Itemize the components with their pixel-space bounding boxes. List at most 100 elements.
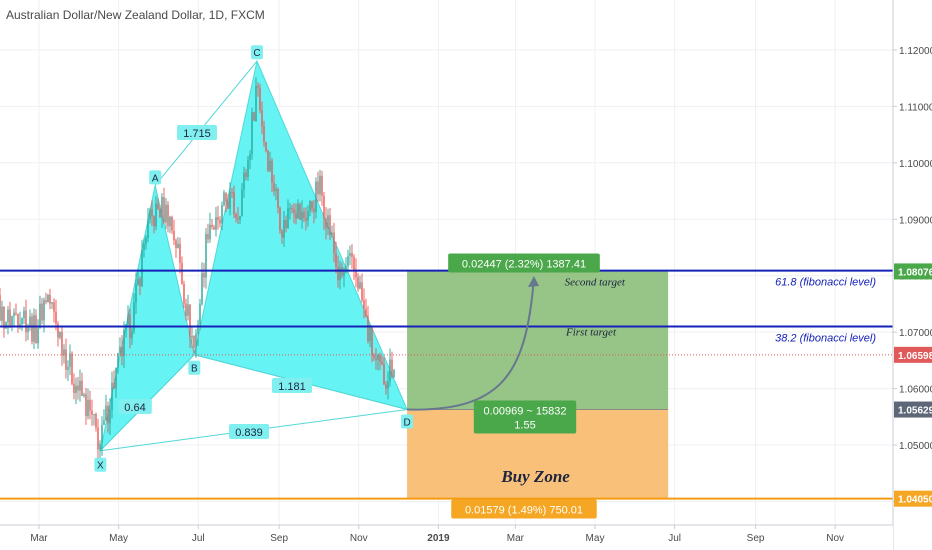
- candle-body: [57, 323, 59, 338]
- candle: [113, 370, 115, 389]
- candle: [145, 235, 147, 250]
- candle: [75, 377, 77, 405]
- candle-body: [169, 216, 171, 227]
- time-tick-label: Sep: [270, 533, 288, 544]
- candle-body: [107, 405, 109, 424]
- candle: [37, 319, 39, 349]
- price-badge-bg: [894, 401, 932, 418]
- candle: [5, 321, 7, 329]
- candle: [349, 245, 351, 266]
- candle-body: [55, 311, 57, 324]
- candle: [381, 355, 383, 366]
- candle-body: [231, 192, 233, 194]
- candle-body: [217, 217, 219, 220]
- candle: [103, 409, 105, 426]
- candle: [367, 306, 369, 344]
- pattern-point-bg: [401, 414, 414, 429]
- annotation-first-target: First target: [565, 327, 617, 339]
- price-badge-bg: [894, 490, 932, 507]
- candle-body: [89, 399, 91, 411]
- candle-body: [109, 409, 111, 424]
- candle-body: [131, 331, 133, 339]
- candle-body: [9, 309, 11, 328]
- candle: [119, 337, 121, 357]
- candle: [33, 308, 35, 350]
- candle-body: [163, 197, 165, 223]
- candle-body: [159, 208, 161, 217]
- candle-body: [49, 294, 51, 304]
- candle: [73, 373, 75, 400]
- candle: [321, 170, 323, 206]
- candle-body: [375, 357, 377, 360]
- candle: [329, 207, 331, 241]
- candle: [291, 204, 293, 214]
- candle: [159, 204, 161, 219]
- time-tick-label: Nov: [826, 533, 844, 544]
- candle: [323, 192, 325, 230]
- candle-body: [255, 85, 257, 121]
- candle-body: [115, 367, 117, 389]
- ratio-label-bg: [177, 125, 217, 140]
- candle-body: [387, 381, 389, 389]
- candle: [25, 299, 27, 342]
- candle: [335, 241, 337, 274]
- pattern-point-label: B: [191, 364, 198, 375]
- candle: [187, 294, 189, 321]
- candle: [31, 312, 33, 345]
- candle-body: [335, 253, 337, 267]
- candle-body: [327, 215, 329, 229]
- candle: [305, 207, 307, 231]
- candle: [135, 272, 137, 314]
- candle-body: [135, 284, 137, 303]
- candle: [257, 82, 259, 97]
- candle: [303, 207, 305, 223]
- candle: [387, 371, 389, 400]
- candle-body: [13, 312, 15, 317]
- candle: [3, 306, 5, 338]
- pattern-point-bg: [188, 360, 201, 375]
- candle: [213, 224, 215, 230]
- candle: [117, 352, 119, 374]
- candle-body: [73, 383, 75, 393]
- candle-body: [243, 172, 245, 190]
- candle: [199, 299, 201, 331]
- candle: [89, 390, 91, 420]
- candle: [221, 201, 223, 231]
- candle: [111, 371, 113, 419]
- candle: [363, 288, 365, 319]
- time-axis-bg: [0, 525, 893, 550]
- candle: [273, 174, 275, 196]
- candle-body: [205, 233, 207, 278]
- time-tick-label: May: [109, 533, 128, 544]
- candle: [247, 155, 249, 182]
- pattern-point-bg: [149, 170, 162, 185]
- candle-body: [153, 216, 155, 227]
- candle: [165, 197, 167, 230]
- candle-body: [211, 224, 213, 227]
- candle-body: [11, 316, 13, 328]
- candle-body: [175, 240, 177, 249]
- candle-body: [191, 335, 193, 338]
- candle: [331, 225, 333, 238]
- candle-body: [25, 310, 27, 333]
- candle: [233, 185, 235, 218]
- candle-body: [151, 209, 153, 217]
- candle-body: [69, 353, 71, 367]
- candle: [283, 210, 285, 247]
- candle-body: [187, 304, 189, 316]
- price-tick-label: 1.06000: [899, 385, 932, 396]
- candle-body: [301, 211, 303, 220]
- candle: [211, 219, 213, 230]
- candle-body: [283, 220, 285, 238]
- candle-body: [19, 323, 21, 326]
- candle: [319, 169, 321, 202]
- candle-body: [17, 313, 19, 326]
- candle-body: [71, 353, 73, 384]
- candle-body: [223, 192, 225, 206]
- candle-body: [289, 208, 291, 210]
- candle-body: [149, 209, 151, 220]
- candle: [123, 321, 125, 368]
- candle: [229, 182, 231, 216]
- candle: [17, 313, 19, 333]
